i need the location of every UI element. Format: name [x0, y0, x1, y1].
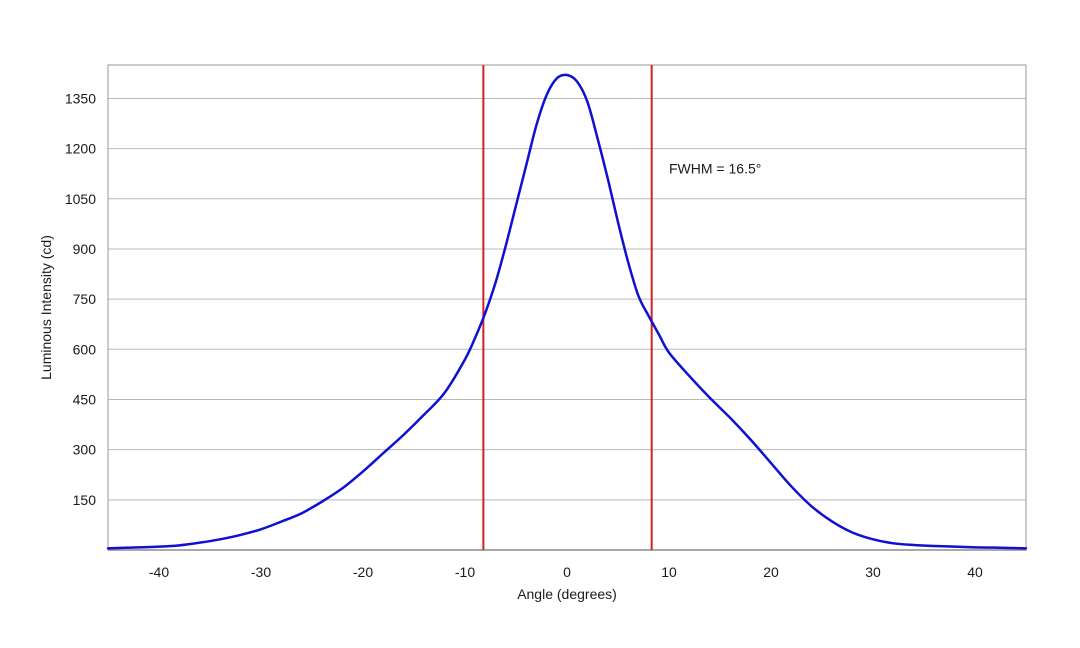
y-tick-label: 1350 — [65, 90, 96, 106]
y-tick-label: 900 — [73, 241, 97, 257]
fwhm-annotation: FWHM = 16.5° — [669, 161, 761, 177]
y-axis-label: Luminous Intensity (cd) — [38, 235, 54, 380]
y-tick-labels: 150 300 450 600 750 900 1050 1200 1350 — [65, 90, 96, 507]
x-tick-labels: -40 -30 -20 -10 0 10 20 30 40 — [149, 564, 983, 580]
y-tick-label: 450 — [73, 391, 97, 407]
x-tick-label: 10 — [661, 564, 677, 580]
x-tick-label: -30 — [251, 564, 271, 580]
annotations: FWHM = 16.5° — [669, 161, 761, 177]
y-tick-label: 1050 — [65, 191, 96, 207]
series-layer — [106, 73, 1028, 550]
x-tick-label: 40 — [967, 564, 983, 580]
y-tick-label: 750 — [73, 291, 97, 307]
y-tick-label: 300 — [73, 442, 97, 458]
x-tick-label: -10 — [455, 564, 475, 580]
x-tick-label: 0 — [563, 564, 571, 580]
y-tick-label: 600 — [73, 341, 97, 357]
y-tick-label: 150 — [73, 492, 97, 508]
vertical-markers — [482, 65, 653, 550]
x-tick-label: -20 — [353, 564, 373, 580]
intensity-series-line — [106, 73, 1028, 550]
plot-frame — [107, 64, 1027, 551]
x-axis-label: Angle (degrees) — [517, 586, 617, 602]
x-tick-label: 20 — [763, 564, 779, 580]
x-tick-label: -40 — [149, 564, 169, 580]
x-tick-label: 30 — [865, 564, 881, 580]
gridlines — [108, 97, 1026, 501]
y-tick-label: 1200 — [65, 141, 96, 157]
